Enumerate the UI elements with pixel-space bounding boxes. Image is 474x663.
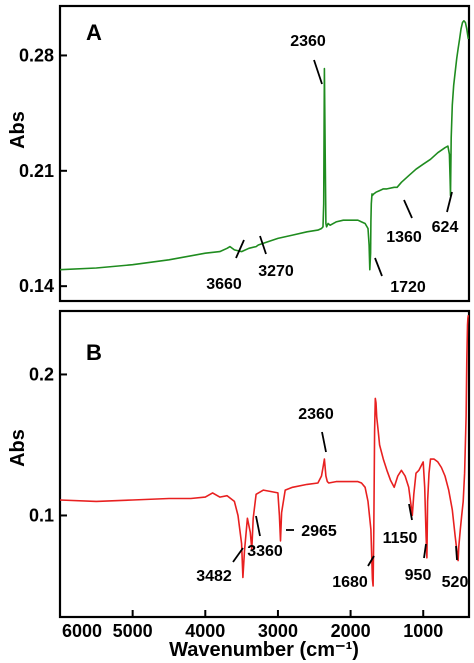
panel-b: B Abs 0.1 0.2 6000 5000 4000 3000 2000 1000 236… [7,309,471,661]
y-tick-label: 0.21 [19,161,54,181]
panel-a-y-ticks: 0.14 0.21 0.28 [19,45,67,296]
panel-a-spectrum-line [59,19,470,271]
x-tick-label: 5000 [113,621,153,641]
peak-leader-3482 [232,547,244,563]
panel-b-peak-annotations: 2360 3482 3360 2965 1680 1150 950 520 [196,406,468,591]
peak-leader-624 [446,191,453,213]
peak-leader-1360 [403,199,413,219]
x-tick-label: 3000 [258,621,298,641]
peak-label-2965: 2965 [301,523,337,540]
panel-b-frame [58,309,471,619]
peak-label-520: 520 [442,574,469,591]
panel-b-spectrum-line [59,315,470,587]
panel-b-y-axis-title: Abs [7,429,29,467]
peak-label-3482: 3482 [196,568,232,585]
x-tick-label: 4000 [185,621,225,641]
panel-a-frame [58,4,471,303]
panel-b-axis-ticks: 0.1 0.2 6000 5000 4000 3000 2000 1000 [29,364,443,641]
panel-a: A Abs 0.14 0.21 0.28 2360 3660 3270 1720 1… [7,4,471,303]
panel-a-peak-annotations: 2360 3660 3270 1720 1360 624 [206,33,458,296]
peak-leader-1680 [367,555,375,567]
y-tick-label: 0.2 [29,364,54,384]
peak-label-950: 950 [405,567,432,584]
peak-leader-520 [455,545,458,561]
x-tick-label: 1000 [403,621,443,641]
x-tick-label: 2000 [331,621,371,641]
peak-label-2360-b: 2360 [298,406,334,423]
y-tick-label: 0.1 [29,505,54,525]
peak-leader-1720 [374,257,383,277]
peak-leader-3660 [235,239,245,259]
peak-label-3270: 3270 [258,263,294,280]
x-axis-title: Wavenumber (cm⁻¹) [169,639,359,661]
peak-label-624: 624 [432,219,459,236]
peak-leader-2360-b [321,431,327,453]
peak-leader-3270 [259,235,267,255]
peak-label-1680: 1680 [332,574,368,591]
peak-leader-950 [423,543,427,559]
panel-a-letter: A [86,20,102,45]
peak-label-3660: 3660 [206,276,242,293]
peak-label-1720: 1720 [390,279,426,296]
peak-leader-2360 [313,59,323,85]
panel-b-letter: B [86,340,102,365]
y-tick-label: 0.14 [19,276,54,296]
y-tick-label: 0.28 [19,45,54,65]
peak-label-1360: 1360 [386,229,422,246]
peak-leader-3360 [255,515,261,537]
x-tick-label: 6000 [62,621,102,641]
panel-a-y-axis-title: Abs [7,111,29,149]
peak-label-3360: 3360 [247,543,283,560]
peak-leader-1150 [408,503,413,521]
peak-label-1150: 1150 [383,530,418,547]
peak-label-2360: 2360 [290,33,326,50]
